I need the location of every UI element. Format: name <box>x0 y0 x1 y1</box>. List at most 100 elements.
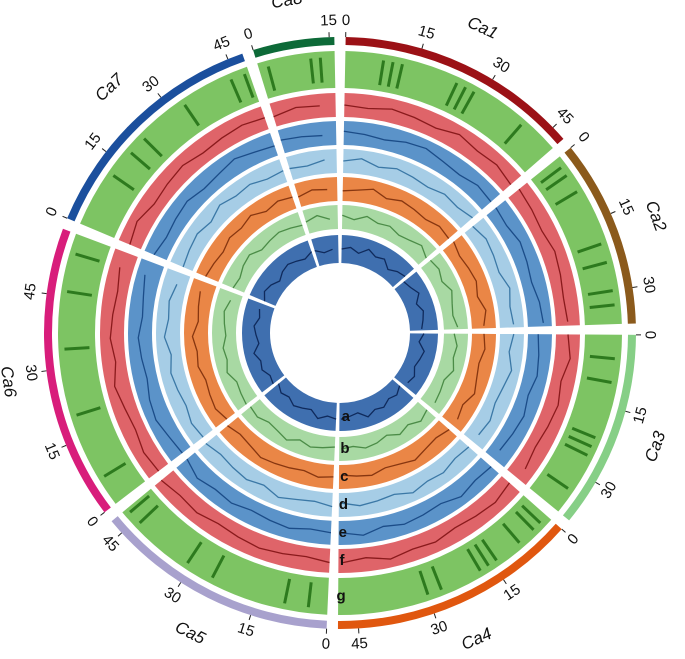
signal-line <box>499 334 540 451</box>
track-background <box>144 132 278 261</box>
tick-label: 0 <box>42 205 61 219</box>
signal-line <box>429 259 459 328</box>
track-background <box>339 401 436 462</box>
marker <box>418 570 430 596</box>
signal-line <box>163 284 204 438</box>
signal-line <box>342 214 427 259</box>
marker <box>460 90 476 115</box>
marker <box>444 82 459 107</box>
tick-mark <box>62 215 68 219</box>
track-background <box>338 457 499 545</box>
tick-mark <box>248 615 252 621</box>
track-background <box>269 93 336 127</box>
track-background <box>264 377 337 431</box>
tick-label: 15 <box>235 619 256 640</box>
signal-line <box>341 409 428 450</box>
tick-label: 0 <box>342 12 351 29</box>
track-background <box>122 488 329 615</box>
tick-mark <box>595 481 601 486</box>
signal-line <box>342 188 450 239</box>
chromosome-label: Ca2 <box>642 198 671 234</box>
signal-line <box>456 333 486 420</box>
marker <box>283 578 292 604</box>
tick-mark <box>561 528 566 533</box>
track-background <box>338 438 478 517</box>
track-background <box>338 495 552 615</box>
track-label: d <box>339 496 348 513</box>
marker <box>582 260 608 271</box>
track-background <box>311 235 339 267</box>
track-background <box>155 268 213 445</box>
signal-line <box>109 267 160 472</box>
tick-mark <box>610 211 616 214</box>
track-background <box>127 258 191 462</box>
track-background <box>421 252 468 330</box>
track-background <box>394 271 438 331</box>
marker <box>309 58 315 84</box>
signal-line <box>434 333 458 403</box>
tick-mark <box>41 292 47 295</box>
track-background <box>338 420 457 489</box>
tick-label: 30 <box>139 72 163 96</box>
marker <box>395 63 404 89</box>
marker <box>589 354 615 361</box>
marker <box>75 252 100 263</box>
signal-line <box>341 446 470 507</box>
track-background <box>176 452 332 545</box>
signal-line <box>343 158 473 219</box>
signal-line <box>524 334 571 470</box>
signal-line <box>205 442 333 508</box>
marker <box>378 60 386 86</box>
track-background <box>80 66 260 239</box>
tick-mark <box>177 582 182 588</box>
signal-line <box>297 188 328 198</box>
track-background <box>486 200 552 327</box>
marker <box>64 346 90 351</box>
chromosome-label: Ca6 <box>0 365 20 399</box>
tick-mark <box>225 54 229 60</box>
signal-line <box>518 188 569 322</box>
tick-mark <box>421 43 424 49</box>
signal-line <box>453 241 487 326</box>
marker <box>503 123 523 145</box>
marker <box>452 86 467 111</box>
signal-line <box>341 246 406 278</box>
signal-line <box>263 251 313 302</box>
signal-line <box>227 425 334 478</box>
signal-line <box>137 274 183 454</box>
track-background <box>530 156 622 326</box>
marker <box>318 57 324 83</box>
track-background <box>277 121 337 154</box>
marker <box>112 174 135 192</box>
track-background <box>485 334 552 468</box>
tick-label: 30 <box>161 584 184 607</box>
marker <box>130 151 151 171</box>
tick-mark <box>632 286 638 289</box>
marker <box>306 582 313 608</box>
marker <box>571 426 596 440</box>
tick-label: 0 <box>83 513 102 530</box>
track-background <box>420 333 468 415</box>
chromosome-label: Ca1 <box>465 12 501 42</box>
tick-label: 0 <box>321 635 330 652</box>
signal-line <box>232 224 303 289</box>
signal-line <box>273 105 320 118</box>
marker <box>430 565 443 591</box>
signal-line <box>314 248 333 254</box>
marker <box>501 522 521 544</box>
chromosome-label: Ca4 <box>458 624 494 654</box>
marker <box>183 104 200 127</box>
marker <box>466 548 482 572</box>
signal-line <box>280 134 323 141</box>
tick-label: 0 <box>564 531 582 549</box>
tick-mark <box>570 144 575 148</box>
track-background <box>341 235 414 288</box>
marker <box>568 434 593 448</box>
signal-line <box>191 291 228 420</box>
marker <box>138 504 159 525</box>
track-background <box>343 149 479 229</box>
tick-label: 30 <box>597 479 620 502</box>
track-background <box>154 470 331 573</box>
tick-label: 30 <box>639 275 658 294</box>
marker <box>143 137 163 158</box>
